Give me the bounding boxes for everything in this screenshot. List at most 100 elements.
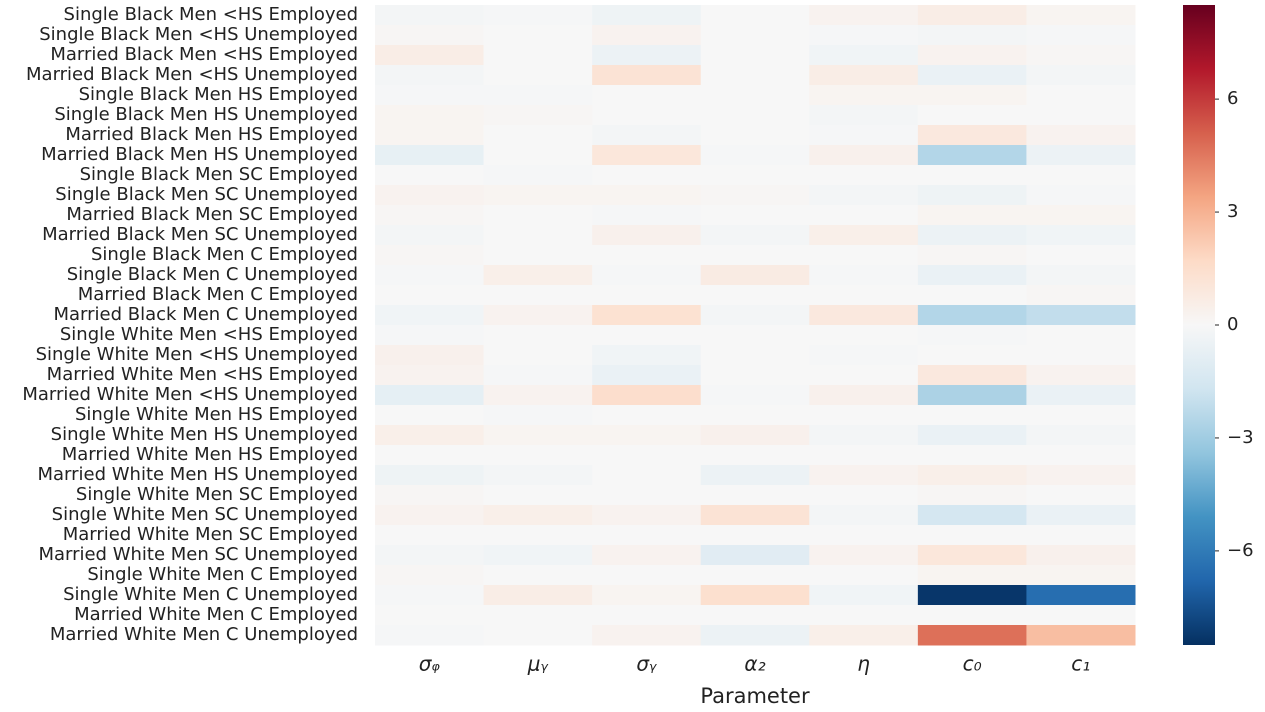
heatmap-cell bbox=[592, 485, 702, 506]
heatmap-cell bbox=[1026, 505, 1136, 526]
colorbar bbox=[1183, 5, 1215, 645]
heatmap-cell bbox=[1026, 125, 1136, 146]
heatmap-cell bbox=[809, 505, 919, 526]
heatmap-cell bbox=[809, 625, 919, 646]
heatmap-cell bbox=[917, 305, 1027, 326]
y-tick-label: Single White Men HS Unemployed bbox=[51, 424, 358, 445]
heatmap-cell bbox=[375, 65, 485, 86]
heatmap-cell bbox=[917, 485, 1027, 506]
y-tick-label: Single White Men SC Unemployed bbox=[52, 504, 358, 525]
x-tick-label: c₁ bbox=[1071, 652, 1090, 676]
heatmap-cell bbox=[375, 545, 485, 566]
heatmap-cell bbox=[917, 345, 1027, 366]
heatmap-cell bbox=[592, 205, 702, 226]
heatmap-cell bbox=[917, 325, 1027, 346]
heatmap-cell bbox=[483, 345, 593, 366]
heatmap-cell bbox=[700, 385, 810, 406]
heatmap-cell bbox=[375, 25, 485, 46]
heatmap-cell bbox=[700, 345, 810, 366]
heatmap-cell bbox=[1026, 585, 1136, 606]
heatmap-cell bbox=[375, 165, 485, 186]
heatmap-cell bbox=[483, 585, 593, 606]
heatmap-cell bbox=[1026, 205, 1136, 226]
heatmap-cell bbox=[700, 545, 810, 566]
heatmap-cell bbox=[917, 585, 1027, 606]
heatmap-cell bbox=[483, 525, 593, 546]
heatmap-cell bbox=[809, 345, 919, 366]
heatmap-cell bbox=[483, 265, 593, 286]
heatmap-cell bbox=[917, 405, 1027, 426]
y-tick-label: Single White Men <HS Employed bbox=[60, 324, 358, 345]
heatmap-cell bbox=[917, 225, 1027, 246]
heatmap-cell bbox=[375, 105, 485, 126]
heatmap-cell bbox=[483, 105, 593, 126]
heatmap-cell bbox=[592, 85, 702, 106]
heatmap-cell bbox=[809, 105, 919, 126]
heatmap-cell bbox=[375, 605, 485, 626]
heatmap-cell bbox=[917, 285, 1027, 306]
heatmap-cell bbox=[483, 605, 593, 626]
heatmap-cell bbox=[592, 285, 702, 306]
heatmap-cell bbox=[917, 125, 1027, 146]
heatmap-cell bbox=[1026, 345, 1136, 366]
heatmap-cell bbox=[700, 205, 810, 226]
heatmap-cell bbox=[809, 465, 919, 486]
heatmap-cell bbox=[592, 525, 702, 546]
heatmap-cell bbox=[917, 605, 1027, 626]
heatmap-cell bbox=[917, 185, 1027, 206]
heatmap-cell bbox=[809, 225, 919, 246]
heatmap-cell bbox=[592, 105, 702, 126]
y-tick-label: Married White Men <HS Unemployed bbox=[22, 384, 358, 405]
heatmap-cell bbox=[1026, 245, 1136, 266]
heatmap-cell bbox=[375, 85, 485, 106]
colorbar-tick-label: 3 bbox=[1227, 201, 1238, 222]
heatmap-cell bbox=[375, 445, 485, 466]
heatmap-cell bbox=[700, 25, 810, 46]
heatmap-cell bbox=[592, 65, 702, 86]
heatmap-cell bbox=[375, 405, 485, 426]
heatmap-cell bbox=[917, 525, 1027, 546]
y-tick-label: Married Black Men <HS Employed bbox=[50, 44, 358, 65]
heatmap-cell bbox=[483, 5, 593, 26]
heatmap-cell bbox=[700, 525, 810, 546]
heatmap-cell bbox=[375, 485, 485, 506]
heatmap-cell bbox=[375, 385, 485, 406]
heatmap-cell bbox=[809, 385, 919, 406]
heatmap-cell bbox=[809, 45, 919, 66]
heatmap-cell bbox=[700, 365, 810, 386]
x-axis-title: Parameter bbox=[700, 684, 810, 708]
heatmap-cell bbox=[700, 585, 810, 606]
heatmap-cell bbox=[592, 305, 702, 326]
y-tick-label: Married White Men HS Unemployed bbox=[37, 464, 358, 485]
heatmap-cell bbox=[700, 285, 810, 306]
heatmap-cell bbox=[375, 185, 485, 206]
y-tick-label: Married White Men SC Employed bbox=[63, 524, 358, 545]
heatmap-cell bbox=[700, 605, 810, 626]
heatmap-cell bbox=[1026, 225, 1136, 246]
y-tick-label: Single White Men C Unemployed bbox=[63, 584, 358, 605]
heatmap-cell bbox=[1026, 445, 1136, 466]
heatmap-cell bbox=[483, 125, 593, 146]
heatmap-cell bbox=[375, 465, 485, 486]
heatmap-cell bbox=[483, 145, 593, 166]
y-tick-label: Single White Men HS Employed bbox=[75, 404, 358, 425]
heatmap-cell bbox=[592, 365, 702, 386]
heatmap-cell bbox=[917, 85, 1027, 106]
heatmap-cell bbox=[917, 425, 1027, 446]
heatmap-cell bbox=[700, 445, 810, 466]
heatmap-cell bbox=[483, 305, 593, 326]
y-tick-label: Single Black Men HS Employed bbox=[79, 84, 358, 105]
heatmap-cell bbox=[1026, 305, 1136, 326]
heatmap-cell bbox=[483, 45, 593, 66]
heatmap-cell bbox=[592, 45, 702, 66]
heatmap-cell bbox=[375, 325, 485, 346]
heatmap-cell bbox=[809, 285, 919, 306]
heatmap-cell bbox=[483, 25, 593, 46]
heatmap-cell bbox=[700, 125, 810, 146]
heatmap-cell bbox=[917, 145, 1027, 166]
heatmap-cell bbox=[1026, 485, 1136, 506]
heatmap-cell bbox=[917, 165, 1027, 186]
heatmap-cell bbox=[1026, 625, 1136, 646]
heatmap-cell bbox=[375, 225, 485, 246]
heatmap-cell bbox=[483, 625, 593, 646]
